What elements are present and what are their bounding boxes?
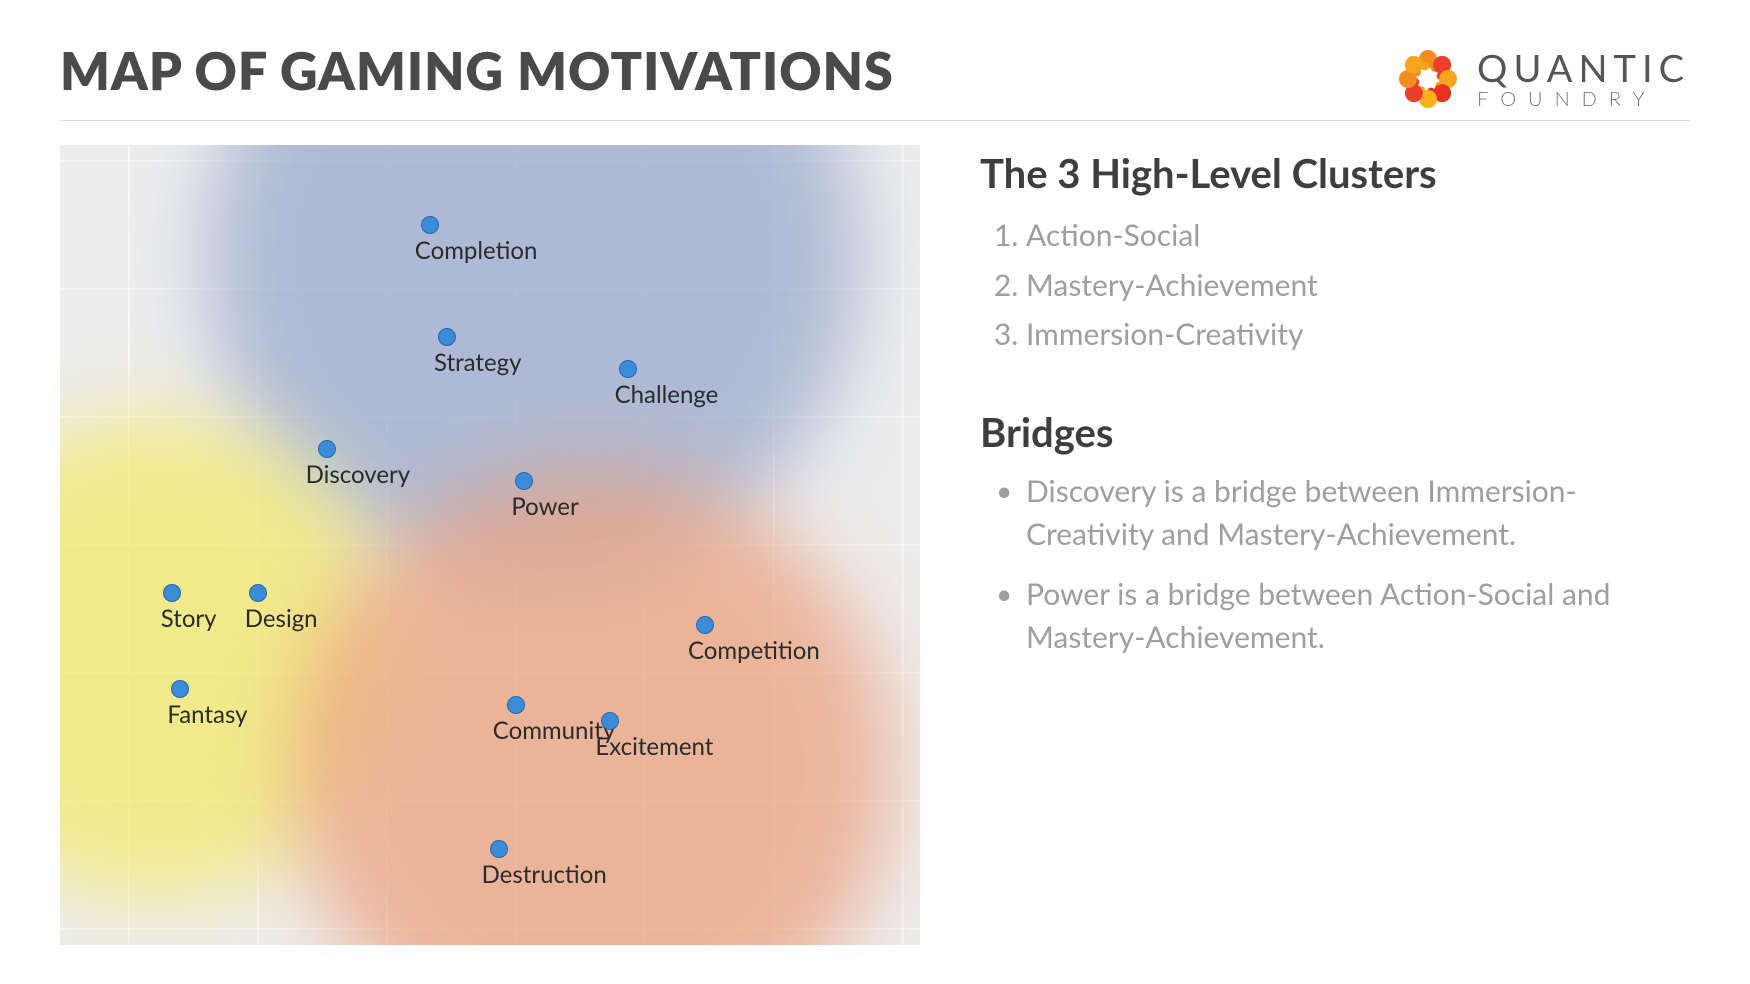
point-marker: [171, 680, 189, 698]
scatter-point: Power: [515, 472, 533, 490]
point-label: Completion: [415, 236, 538, 265]
point-label: Competition: [688, 636, 820, 665]
logo-pinwheel-icon: [1393, 44, 1463, 114]
point-label: Excitement: [595, 732, 713, 761]
scatter-point: Challenge: [619, 360, 637, 378]
point-label: Strategy: [434, 348, 521, 377]
clusters-heading: The 3 High-Level Clusters: [980, 149, 1690, 197]
scatter-point: Excitement: [601, 712, 619, 730]
logo-sub: FOUNDRY: [1477, 89, 1690, 109]
header: MAP OF GAMING MOTIVATIONS QUANTIC FOUNDR…: [60, 40, 1690, 121]
point-marker: [318, 440, 336, 458]
point-marker: [163, 584, 181, 602]
scatter-point: Competition: [696, 616, 714, 634]
point-marker: [515, 472, 533, 490]
logo-main: QUANTIC: [1477, 49, 1690, 87]
scatter-point: Discovery: [318, 440, 336, 458]
point-label: Challenge: [615, 380, 719, 409]
bridges-heading: Bridges: [980, 408, 1690, 456]
point-marker: [619, 360, 637, 378]
point-marker: [438, 328, 456, 346]
scatter-point: Story: [163, 584, 181, 602]
point-label: Destruction: [482, 860, 607, 889]
bridge-item: Discovery is a bridge between Immersion-…: [1026, 470, 1690, 557]
page-title: MAP OF GAMING MOTIVATIONS: [60, 40, 894, 102]
logo-text: QUANTIC FOUNDRY: [1477, 49, 1690, 109]
bridge-item: Power is a bridge between Action-Social …: [1026, 573, 1690, 660]
point-label: Power: [511, 492, 578, 521]
point-marker: [696, 616, 714, 634]
point-marker: [490, 840, 508, 858]
point-label: Discovery: [306, 460, 411, 489]
clusters-list: Action-SocialMastery-AchievementImmersio…: [980, 211, 1690, 360]
point-marker: [249, 584, 267, 602]
scatter-point: Community: [507, 696, 525, 714]
point-label: Story: [161, 604, 217, 633]
scatter-point: Destruction: [490, 840, 508, 858]
point-marker: [601, 712, 619, 730]
point-marker: [421, 216, 439, 234]
scatter-point: Strategy: [438, 328, 456, 346]
logo: QUANTIC FOUNDRY: [1393, 44, 1690, 114]
point-marker: [507, 696, 525, 714]
bridges-list: Discovery is a bridge between Immersion-…: [980, 470, 1690, 660]
scatter-point: Completion: [421, 216, 439, 234]
slide: MAP OF GAMING MOTIVATIONS QUANTIC FOUNDR…: [0, 0, 1750, 984]
cluster-item: Action-Social: [1026, 211, 1690, 261]
scatter-point: Design: [249, 584, 267, 602]
cluster-item: Immersion-Creativity: [1026, 310, 1690, 360]
point-label: Fantasy: [167, 700, 247, 729]
scatter-point: Fantasy: [171, 680, 189, 698]
sidebar: The 3 High-Level Clusters Action-SocialM…: [980, 145, 1690, 676]
body: Completion Strategy Challenge Discovery Powe…: [60, 145, 1690, 945]
chart-wrap: Completion Strategy Challenge Discovery Powe…: [60, 145, 920, 945]
point-label: Design: [245, 604, 318, 633]
scatter-chart: Completion Strategy Challenge Discovery Powe…: [60, 145, 920, 945]
cluster-item: Mastery-Achievement: [1026, 261, 1690, 311]
